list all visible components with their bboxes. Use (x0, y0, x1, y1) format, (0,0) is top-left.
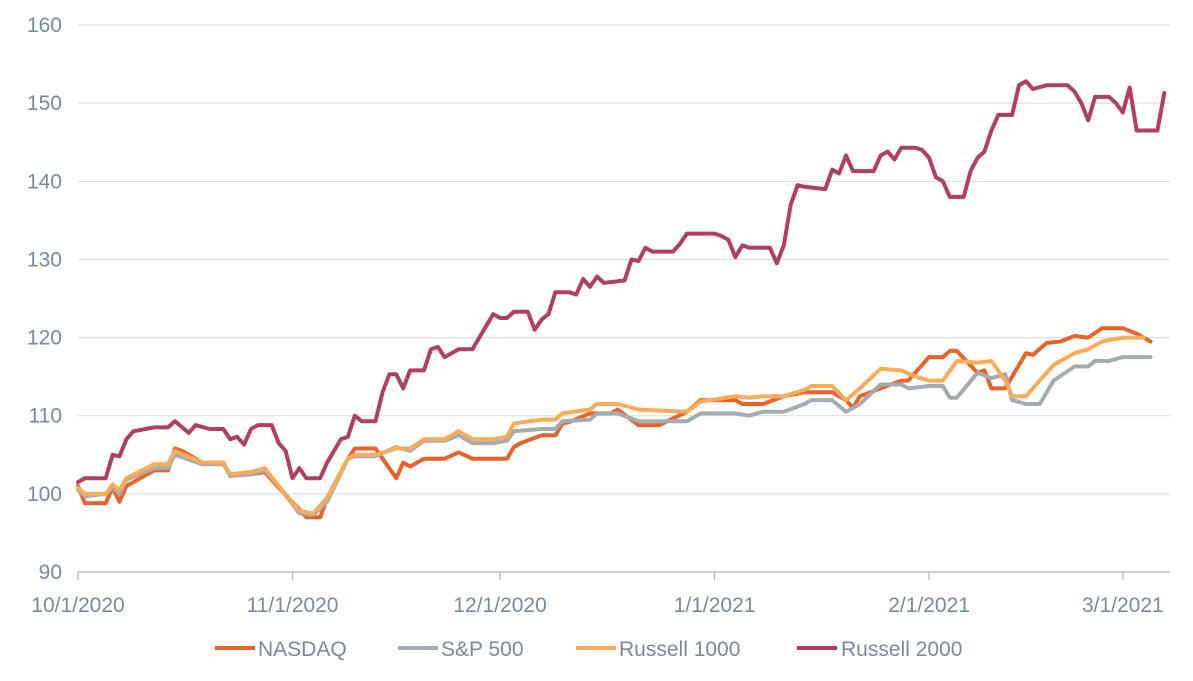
series-line-nasdaq (76, 326, 1153, 520)
x-tick-label: 3/1/2021 (1082, 594, 1164, 617)
x-tick-label: 10/1/2020 (31, 594, 124, 617)
series-line-russell-1000 (76, 335, 1146, 516)
axes: 90 100 110 120 130 140 150 160 10/1/2020 11/1/202… (27, 14, 1170, 617)
y-tick-label: 110 (29, 405, 62, 428)
x-tick-label: 1/1/2021 (674, 594, 756, 617)
x-tick-label: 2/1/2021 (888, 594, 970, 617)
x-tick-label: 12/1/2020 (453, 594, 546, 617)
y-tick-label: 150 (27, 92, 62, 115)
y-tick-label: 160 (27, 14, 62, 37)
y-tick-label: 130 (27, 248, 62, 271)
y-tick-label: 120 (27, 327, 62, 350)
y-tick-label: 100 (27, 483, 62, 506)
y-tick-label: 140 (27, 170, 62, 193)
x-tick-label: 11/1/2020 (247, 594, 339, 617)
gridlines (78, 24, 1170, 495)
legend-label-russell-2000: Russell 2000 (841, 638, 962, 661)
y-tick-label: 90 (39, 561, 62, 584)
legend-label-nasdaq: NASDAQ (258, 638, 347, 661)
legend-label-russell-1000: Russell 1000 (619, 638, 740, 661)
series-lines (76, 79, 1167, 520)
series-line-russell-2000 (76, 79, 1167, 485)
legend-label-s-p-500: S&P 500 (441, 638, 524, 661)
legend: NASDAQ S&P 500 Russell 1000 Russell 2000 (215, 638, 962, 661)
